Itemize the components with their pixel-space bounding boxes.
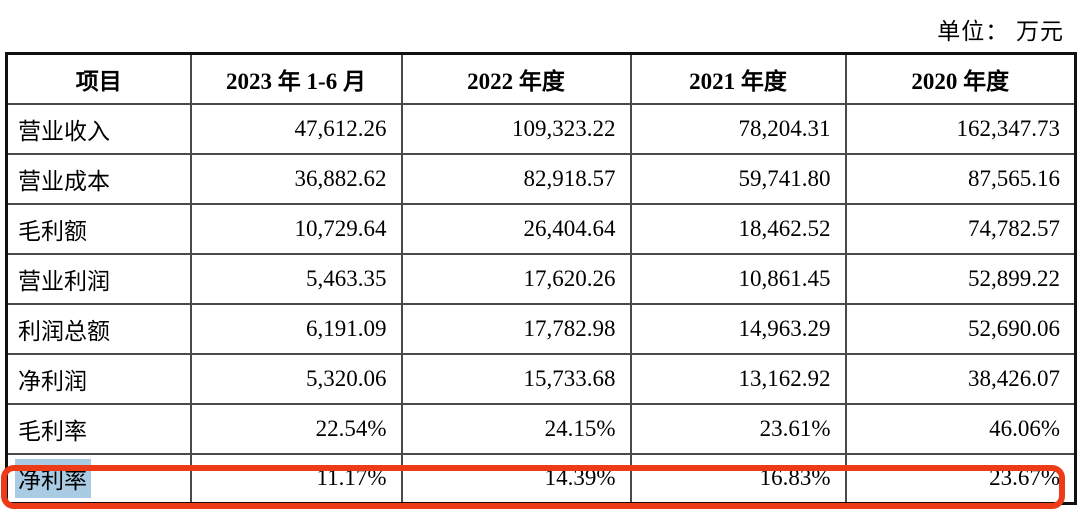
row-label: 净利率: [5, 452, 192, 505]
table-cell: 38,426.07: [844, 352, 1077, 405]
table-row: 营业成本 36,882.62 82,918.57 59,741.80 87,56…: [5, 152, 1077, 205]
table-row: 营业利润 5,463.35 17,620.26 10,861.45 52,899…: [5, 252, 1077, 305]
table-cell: 59,741.80: [629, 152, 847, 205]
table-cell: 36,882.62: [189, 152, 403, 205]
table-row: 净利润 5,320.06 15,733.68 13,162.92 38,426.…: [5, 352, 1077, 405]
table-cell: 24.15%: [400, 402, 632, 455]
table-row: 毛利率 22.54% 24.15% 23.61% 46.06%: [5, 402, 1077, 455]
table-cell: 16.83%: [629, 452, 847, 505]
row-label: 利润总额: [5, 302, 192, 355]
column-header-2021: 2021 年度: [629, 52, 847, 105]
table-row: 利润总额 6,191.09 17,782.98 14,963.29 52,690…: [5, 302, 1077, 355]
table-cell: 14,963.29: [629, 302, 847, 355]
table-cell: 82,918.57: [400, 152, 632, 205]
table-cell: 10,861.45: [629, 252, 847, 305]
row-label: 营业利润: [5, 252, 192, 305]
selected-text: 净利率: [15, 458, 91, 498]
table-cell: 22.54%: [189, 402, 403, 455]
row-label: 净利润: [5, 352, 192, 405]
column-header-2022: 2022 年度: [400, 52, 632, 105]
table-cell: 11.17%: [189, 452, 403, 505]
table-cell: 87,565.16: [844, 152, 1077, 205]
column-header-2020: 2020 年度: [844, 52, 1077, 105]
table-cell: 13,162.92: [629, 352, 847, 405]
financial-summary-table: 项目 2023 年 1-6 月 2022 年度 2021 年度 2020 年度 …: [5, 52, 1077, 505]
header-row: 项目 2023 年 1-6 月 2022 年度 2021 年度 2020 年度: [5, 52, 1077, 105]
table-cell: 10,729.64: [189, 202, 403, 255]
table-cell: 6,191.09: [189, 302, 403, 355]
table-cell: 78,204.31: [629, 102, 847, 155]
table-cell: 5,320.06: [189, 352, 403, 405]
table-cell: 52,690.06: [844, 302, 1077, 355]
table-cell: 47,612.26: [189, 102, 403, 155]
table-cell: 17,620.26: [400, 252, 632, 305]
column-header-item: 项目: [5, 52, 192, 105]
unit-label: 单位： 万元: [937, 19, 1064, 44]
table-cell: 26,404.64: [400, 202, 632, 255]
table-cell: 15,733.68: [400, 352, 632, 405]
table-cell: 23.61%: [629, 402, 847, 455]
table-cell: 5,463.35: [189, 252, 403, 305]
table-cell: 14.39%: [400, 452, 632, 505]
row-label: 毛利率: [5, 402, 192, 455]
row-label: 营业成本: [5, 152, 192, 205]
table-cell: 52,899.22: [844, 252, 1077, 305]
row-label: 毛利额: [5, 202, 192, 255]
table-cell: 17,782.98: [400, 302, 632, 355]
table-row: 毛利额 10,729.64 26,404.64 18,462.52 74,782…: [5, 202, 1077, 255]
table-cell: 74,782.57: [844, 202, 1077, 255]
table-cell: 46.06%: [844, 402, 1077, 455]
table-row: 营业收入 47,612.26 109,323.22 78,204.31 162,…: [5, 102, 1077, 155]
table-cell: 109,323.22: [400, 102, 632, 155]
row-label: 营业收入: [5, 102, 192, 155]
table-cell: 18,462.52: [629, 202, 847, 255]
column-header-2023h1: 2023 年 1-6 月: [189, 52, 403, 105]
table-row-highlighted: 净利率 11.17% 14.39% 16.83% 23.67%: [5, 452, 1077, 505]
table-cell: 162,347.73: [844, 102, 1077, 155]
table-cell: 23.67%: [844, 452, 1077, 505]
